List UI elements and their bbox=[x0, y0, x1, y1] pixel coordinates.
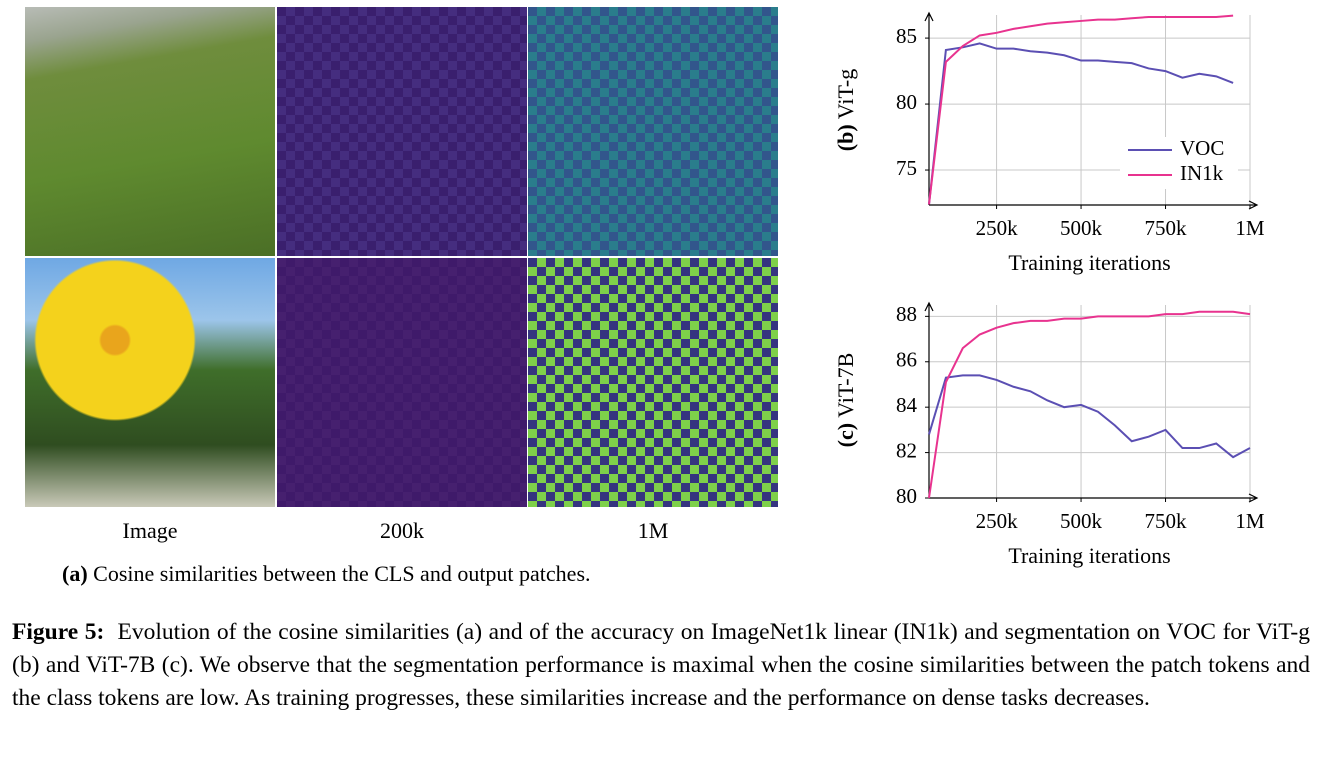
column-label: Image bbox=[122, 518, 178, 543]
data-line bbox=[928, 42, 1234, 205]
axis bbox=[924, 11, 934, 205]
heatmap bbox=[528, 258, 778, 507]
data-line bbox=[928, 14, 1234, 205]
y-tick-label: 86 bbox=[896, 348, 917, 372]
y-axis-label-text: ViT-g bbox=[833, 69, 858, 119]
x-tick-label: 250k bbox=[976, 509, 1019, 533]
axis bbox=[929, 200, 1259, 210]
y-axis-label: (b) ViT-g bbox=[833, 69, 858, 151]
axis bbox=[929, 493, 1259, 503]
y-tick-label: 85 bbox=[896, 24, 917, 48]
x-tick-label: 500k bbox=[1060, 216, 1103, 240]
heatmap bbox=[277, 7, 527, 256]
column-label: 200k bbox=[380, 518, 424, 543]
y-axis-label-text: ViT-7B bbox=[833, 353, 858, 418]
subcaption-tag: (a) bbox=[62, 561, 88, 586]
x-tick-label: 1M bbox=[1235, 216, 1265, 240]
charts: 75 80 85 250k 500k 750k 1M Training iterations (… bbox=[833, 11, 1265, 568]
x-tick-label: 250k bbox=[976, 216, 1019, 240]
legend-box bbox=[1120, 137, 1238, 189]
caption-text: Evolution of the cosine similarities (a)… bbox=[12, 619, 1311, 711]
heatmap bbox=[277, 258, 527, 507]
y-axis-label: (c) ViT-7B bbox=[833, 353, 858, 448]
y-tick-label: 88 bbox=[896, 302, 917, 326]
y-tick-label: 75 bbox=[896, 156, 917, 180]
legend-label: IN1k bbox=[1180, 161, 1224, 185]
y-tick-label: 80 bbox=[896, 484, 917, 508]
data-line bbox=[928, 310, 1251, 499]
axis bbox=[924, 301, 934, 498]
x-tick-label: 750k bbox=[1145, 216, 1188, 240]
heatmap bbox=[528, 7, 778, 256]
photo bbox=[25, 7, 275, 256]
subcaption-text: Cosine similarities between the CLS and … bbox=[93, 561, 591, 586]
caption-label: Figure 5: bbox=[12, 619, 105, 645]
y-axis-label-tag: (b) bbox=[833, 124, 858, 151]
y-tick-label: 82 bbox=[896, 438, 917, 462]
x-tick-label: 500k bbox=[1060, 509, 1103, 533]
x-tick-label: 1M bbox=[1235, 509, 1265, 533]
column-label: 1M bbox=[637, 518, 669, 543]
y-axis-label-tag: (c) bbox=[833, 423, 858, 447]
subcaption: (a) Cosine similarities between the CLS … bbox=[62, 561, 591, 587]
figure-caption: Figure 5: Evolution of the cosine simila… bbox=[12, 616, 1310, 715]
legend-label: VOC bbox=[1180, 136, 1224, 160]
x-tick-label: 750k bbox=[1145, 509, 1188, 533]
x-axis-label: Training iterations bbox=[1008, 543, 1170, 568]
data-line bbox=[928, 374, 1251, 459]
y-tick-label: 80 bbox=[896, 90, 917, 114]
photo bbox=[25, 258, 275, 507]
y-tick-label: 84 bbox=[896, 393, 918, 417]
x-axis-label: Training iterations bbox=[1008, 250, 1170, 275]
